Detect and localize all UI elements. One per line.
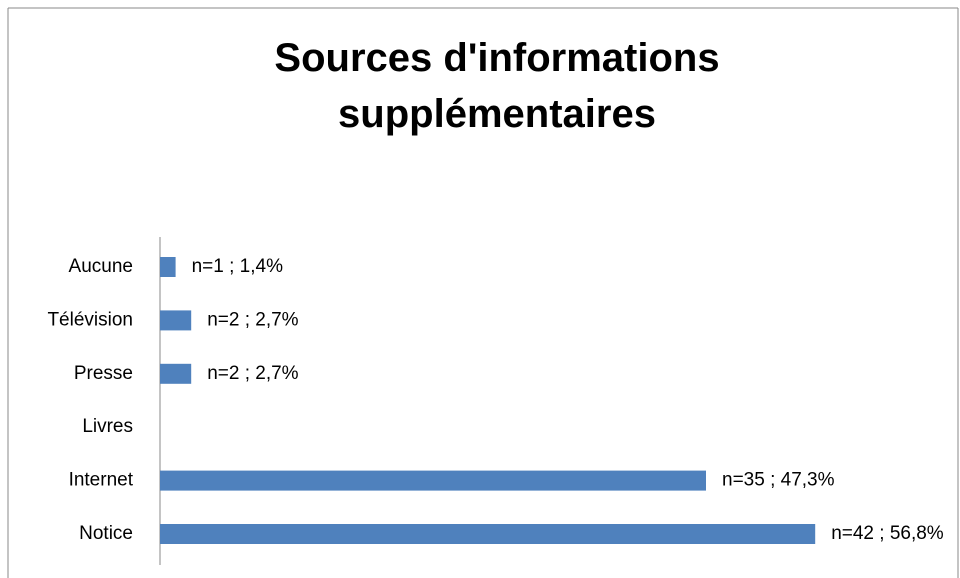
- data-label: n=35 ; 47,3%: [722, 470, 835, 491]
- y-tick-label: Internet: [69, 470, 134, 491]
- data-label: n=2 ; 2,7%: [207, 309, 298, 330]
- bar: [160, 310, 192, 331]
- chart-title: Sources d'informations supplémentaires: [274, 36, 720, 136]
- y-tick-label: Livres: [82, 416, 133, 437]
- data-label: n=42 ; 56,8%: [831, 523, 944, 544]
- y-tick-label: Notice: [79, 523, 133, 544]
- bar: [160, 524, 816, 544]
- data-label: n=2 ; 2,7%: [207, 363, 298, 384]
- bar: [160, 470, 706, 491]
- y-tick-label: Presse: [74, 363, 133, 384]
- bar: [160, 257, 176, 277]
- data-label: n=1 ; 1,4%: [192, 256, 283, 277]
- y-tick-label: Aucune: [69, 256, 133, 277]
- bar: [160, 363, 192, 384]
- y-tick-label: Télévision: [47, 309, 133, 330]
